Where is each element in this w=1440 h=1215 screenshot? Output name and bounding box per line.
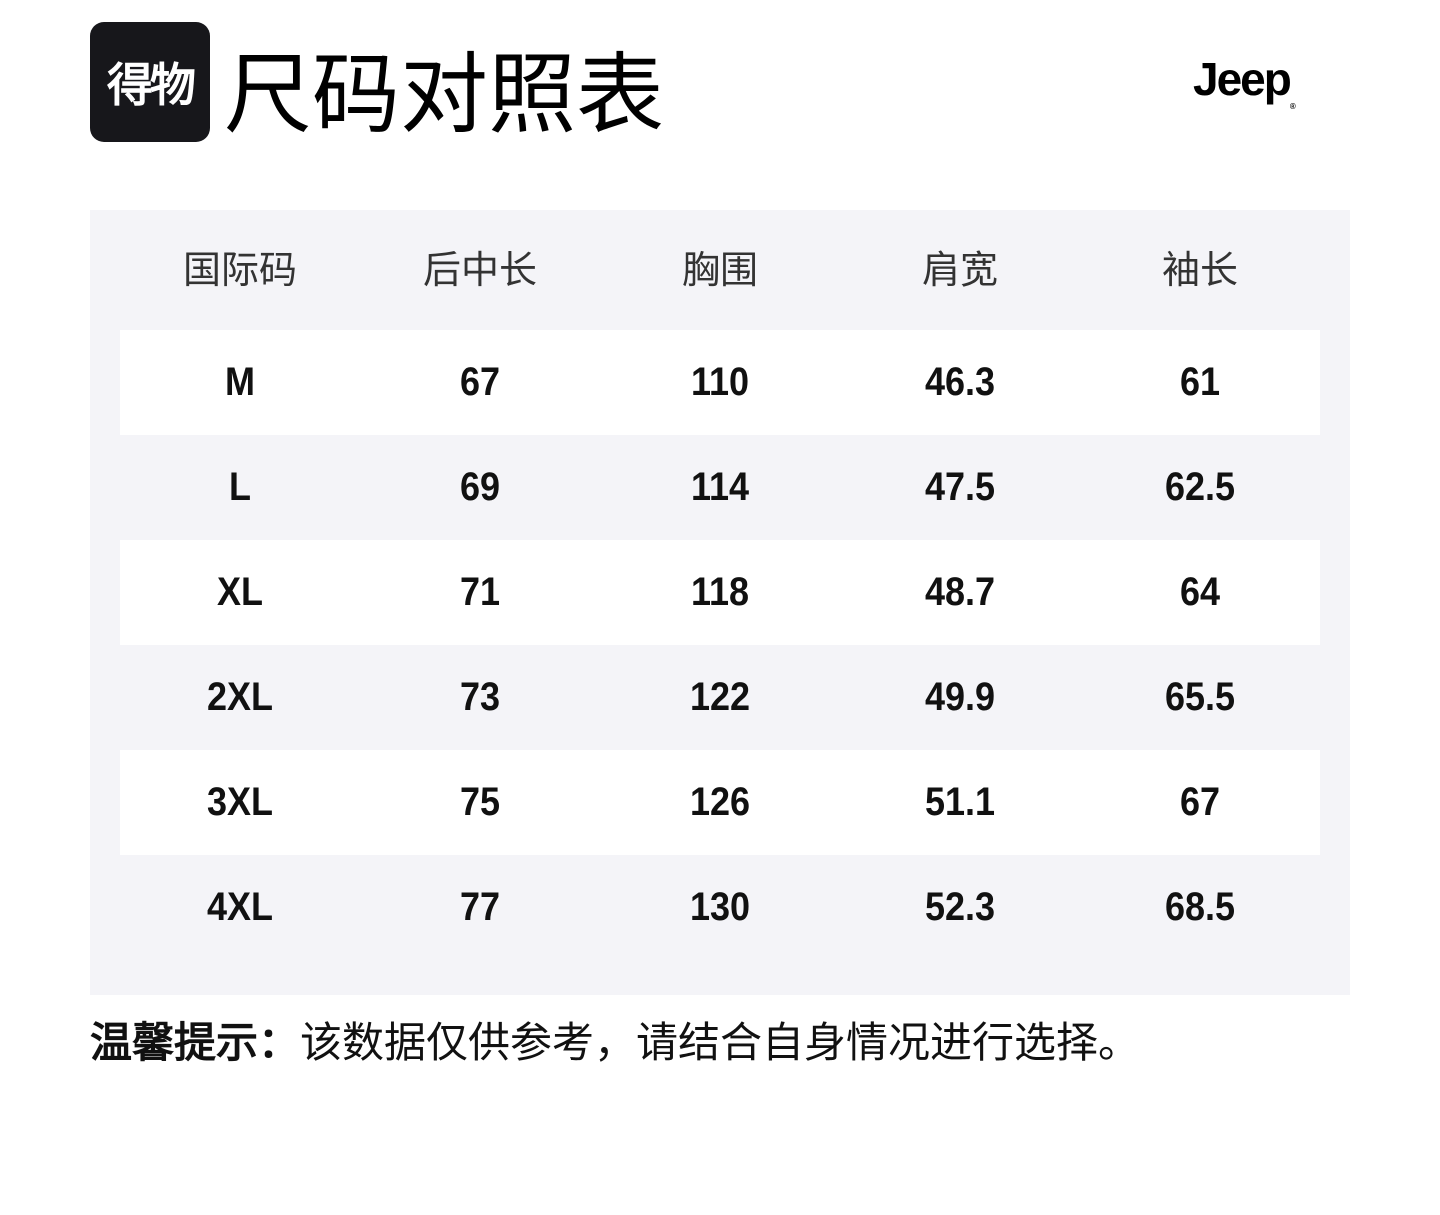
column-header: 袖长 <box>1161 248 1238 292</box>
table-cell: 67 <box>1179 780 1221 824</box>
table-cell: 48.7 <box>924 570 996 614</box>
table-row: M 67 110 46.3 61 <box>120 330 1320 435</box>
table-cell: 2XL <box>206 675 274 719</box>
column-header: 肩宽 <box>921 248 998 292</box>
table-cell: 77 <box>459 885 501 929</box>
page-title: 尺码对照表 <box>224 43 665 146</box>
table-cell: 114 <box>690 465 750 509</box>
table-cell: 110 <box>690 360 750 404</box>
tip-text: 该数据仅供参考，请结合自身情况进行选择。 <box>300 1018 1141 1067</box>
column-header: 后中长 <box>422 248 537 292</box>
table-cell: 51.1 <box>924 780 996 824</box>
size-table: 国际码 后中长 胸围 肩宽 袖长 M 67 110 46.3 61 L 69 114 47.5 6… <box>90 210 1350 995</box>
table-cell: 61 <box>1179 360 1221 404</box>
table-row: 3XL 75 126 51.1 67 <box>120 750 1320 855</box>
table-row: L 69 114 47.5 62.5 <box>120 435 1320 540</box>
table-cell: 73 <box>459 675 501 719</box>
table-row: 4XL 77 130 52.3 68.5 <box>120 855 1320 960</box>
table-cell: 47.5 <box>924 465 996 509</box>
table-cell: 52.3 <box>924 885 996 929</box>
table-cell: 126 <box>689 780 751 824</box>
tip-note: 温馨提示：该数据仅供参考，请结合自身情况进行选择。 <box>90 1015 1140 1071</box>
table-cell: 69 <box>459 465 501 509</box>
table-cell: 4XL <box>206 885 274 929</box>
column-header: 胸围 <box>681 248 758 292</box>
table-cell: 49.9 <box>924 675 996 719</box>
table-cell: 71 <box>459 570 501 614</box>
table-cell: 65.5 <box>1164 675 1236 719</box>
table-cell: 75 <box>459 780 501 824</box>
table-cell: 46.3 <box>924 360 996 404</box>
table-cell: 122 <box>689 675 751 719</box>
table-cell: 62.5 <box>1164 465 1236 509</box>
jeep-logo: Jeep® <box>1193 53 1296 111</box>
table-cell: 118 <box>690 570 750 614</box>
table-row: 2XL 73 122 49.9 65.5 <box>120 645 1320 750</box>
table-cell: XL <box>216 570 264 614</box>
table-cell: 67 <box>459 360 501 404</box>
tip-label: 温馨提示： <box>90 1018 301 1067</box>
table-cell: M <box>224 360 255 404</box>
table-row: XL 71 118 48.7 64 <box>120 540 1320 645</box>
table-cell: L <box>229 465 251 509</box>
column-header: 国际码 <box>182 248 297 292</box>
table-header: 国际码 后中长 胸围 肩宽 袖长 <box>120 240 1320 300</box>
table-cell: 68.5 <box>1164 885 1236 929</box>
table-cell: 3XL <box>206 780 274 824</box>
dewu-logo: 得物 <box>90 22 210 142</box>
table-cell: 130 <box>689 885 751 929</box>
table-cell: 64 <box>1179 570 1221 614</box>
